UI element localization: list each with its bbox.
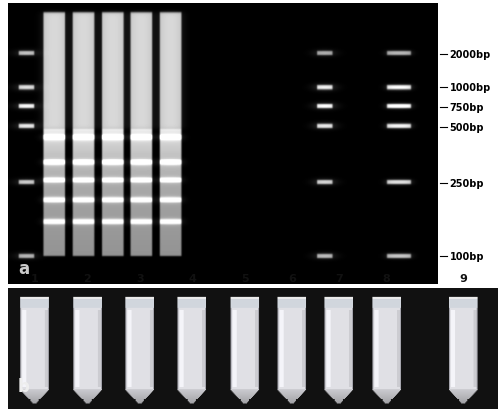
Text: 2000bp: 2000bp	[450, 49, 491, 59]
Text: 5: 5	[241, 274, 248, 283]
Text: b: b	[18, 377, 29, 395]
Text: 750bp: 750bp	[450, 103, 484, 113]
Text: 9: 9	[460, 274, 467, 283]
Text: 1: 1	[31, 274, 39, 283]
Text: 8: 8	[382, 274, 390, 283]
Text: 1000bp: 1000bp	[450, 83, 491, 93]
Text: 4: 4	[188, 274, 196, 283]
Text: 2: 2	[84, 274, 91, 283]
Text: 250bp: 250bp	[450, 178, 484, 189]
Text: 3: 3	[136, 274, 143, 283]
Text: 6: 6	[288, 274, 296, 283]
Text: a: a	[18, 259, 30, 277]
Text: 500bp: 500bp	[450, 122, 484, 133]
Text: 7: 7	[335, 274, 342, 283]
Text: 100bp: 100bp	[450, 251, 484, 261]
